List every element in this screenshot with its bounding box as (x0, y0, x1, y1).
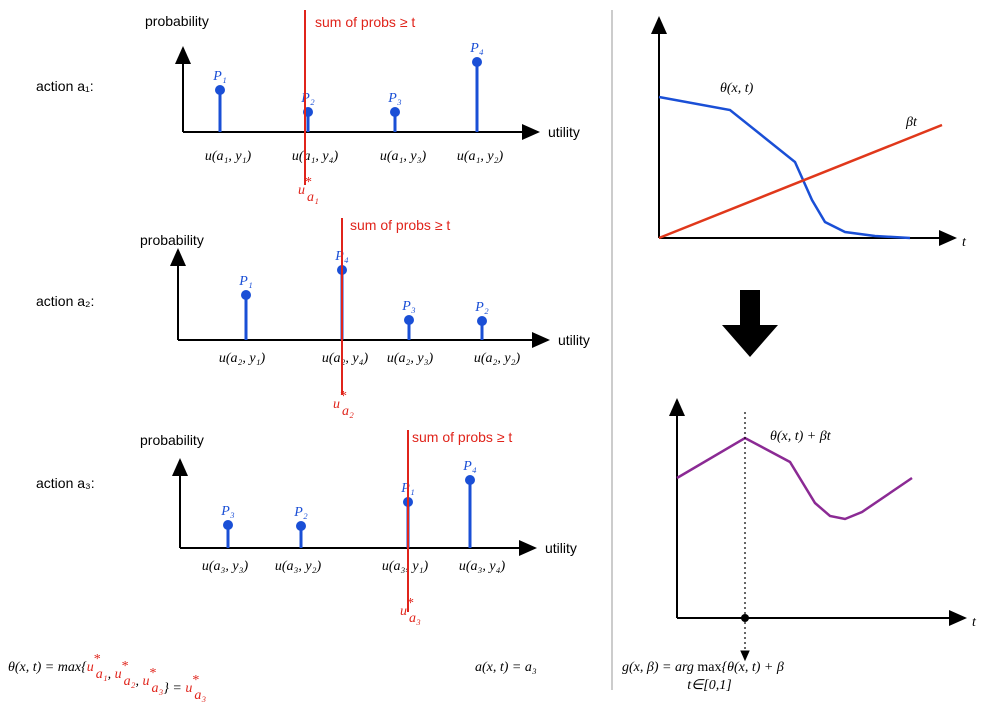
tick-label: u(a₃, y₁) (382, 559, 429, 574)
math-part: * (305, 175, 312, 190)
stem-head (241, 290, 251, 300)
y-axis-label: probability (140, 432, 204, 448)
threshold-label: sum of probs ≥ t (412, 429, 512, 445)
tick-label: u(a₃, y₄) (459, 559, 506, 574)
line-label: βt (905, 115, 918, 130)
stem-head (223, 520, 233, 530)
tick-label: u(a₃, y₂) (275, 559, 322, 574)
action-label: action a₂: (36, 293, 94, 309)
math-part: a₃ (194, 688, 206, 703)
curve-label: θ(x, t) + βt (770, 429, 832, 444)
argmax-point (741, 614, 749, 622)
math-part: a₃ (409, 611, 421, 626)
math-part: u (333, 397, 340, 412)
stem-head (465, 475, 475, 485)
beta-line (658, 123, 943, 240)
stem-head (215, 85, 225, 95)
math-part: u (142, 674, 149, 689)
theta-curve (658, 95, 911, 240)
tick-label: u(a₁, y₄) (292, 149, 339, 164)
math-part: , (135, 674, 142, 689)
x-axis-label: utility (545, 540, 577, 556)
tick-label: u(a₂, y₃) (387, 351, 434, 366)
math-part: max (697, 660, 721, 675)
action-label: action a₁: (36, 78, 94, 94)
math-part: u (115, 667, 122, 682)
threshold-value: u* a₂ (333, 389, 354, 419)
math-part: * (94, 652, 101, 667)
math-part: a₂ (342, 404, 354, 419)
math-part: * (192, 673, 199, 688)
math-part: a₁ (307, 190, 319, 205)
tick-label: u(a₁, y₂) (457, 149, 504, 164)
curve-label: θ(x, t) (720, 81, 754, 96)
math-part: u (298, 183, 305, 198)
down-arrow (722, 290, 778, 357)
math-part: a₂ (124, 674, 136, 689)
stem-label: P₃ (220, 504, 235, 519)
math-part: , (108, 667, 115, 682)
threshold-value: u* a₁ (298, 175, 319, 205)
y-axis-label: probability (145, 13, 209, 29)
threshold-value: u* a₃ (400, 596, 421, 626)
math-part: a₃ (151, 681, 163, 696)
stem-label: P₂ (300, 91, 315, 106)
math-part: u (87, 660, 94, 675)
math-part: {θ(x, t) + β (722, 660, 784, 675)
operator-range: t∈[0,1] (687, 678, 731, 693)
math-part: g(x, β) = arg (622, 660, 697, 675)
stem-head (404, 315, 414, 325)
tick-label: u(a₁, y₃) (380, 149, 427, 164)
objective-curve (676, 436, 913, 521)
math-part: u (400, 604, 407, 619)
stem-label: P₄ (469, 41, 484, 56)
x-axis-label: utility (558, 332, 590, 348)
x-axis-label: t (972, 615, 977, 630)
stem-label: P₂ (293, 505, 308, 520)
math-part: * (122, 659, 129, 674)
tick-label: u(a₂, y₁) (219, 351, 266, 366)
stem-head (477, 316, 487, 326)
math-part: u (185, 681, 192, 696)
math-part: * (407, 596, 414, 611)
y-axis-label: probability (140, 232, 204, 248)
stem-label: P₁ (238, 274, 252, 289)
formula-action: a(x, t) = a₃ (475, 660, 537, 675)
stem-label: P₄ (462, 459, 477, 474)
stem-head (472, 57, 482, 67)
x-axis-label: utility (548, 124, 580, 140)
tick-label: u(a₃, y₃) (202, 559, 249, 574)
action-label: action a₃: (36, 475, 95, 491)
stem-label: P₃ (401, 299, 416, 314)
math-part: * (149, 666, 156, 681)
stem-head (296, 521, 306, 531)
stem-label: P₁ (212, 69, 226, 84)
math-part: θ(x, t) = max{ (8, 660, 87, 675)
tick-label: u(a₂, y₄) (322, 351, 369, 366)
math-part: } = (163, 681, 185, 696)
stem-head (390, 107, 400, 117)
threshold-label: sum of probs ≥ t (315, 14, 415, 30)
tick-label: u(a₂, y₂) (474, 351, 521, 366)
x-axis-label: t (962, 235, 967, 250)
stem-label: P₃ (387, 91, 402, 106)
tick-label: u(a₁, y₁) (205, 149, 252, 164)
formula-theta: θ(x, t) = max{u* a₁, u* a₂, u* a₃} = u* a₃ (8, 652, 206, 703)
math-part: a₁ (96, 667, 108, 682)
stem-label: P₂ (474, 300, 489, 315)
math-part: * (340, 389, 347, 404)
threshold-label: sum of probs ≥ t (350, 217, 450, 233)
formula-g: g(x, β) = arg max{θ(x, t) + β (622, 660, 784, 675)
